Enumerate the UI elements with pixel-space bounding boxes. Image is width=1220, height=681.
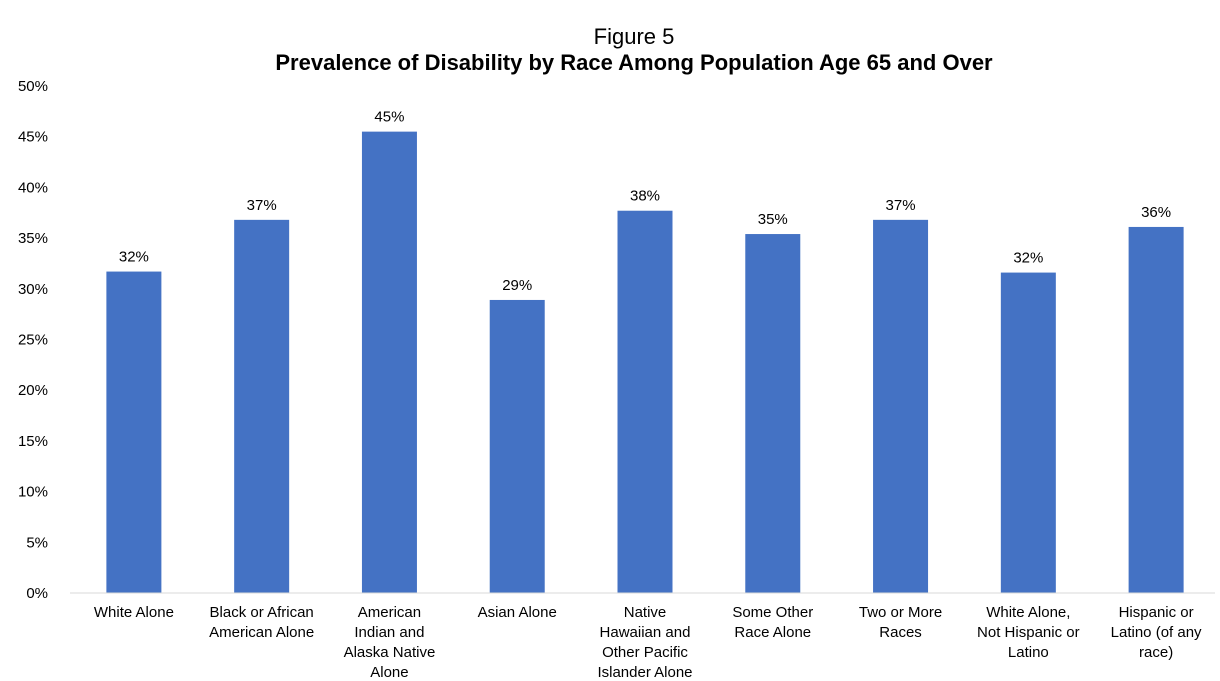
x-tick-label-line: Indian and — [354, 624, 424, 641]
x-tick-label-line: Latino — [1008, 644, 1049, 661]
data-label: 37% — [886, 197, 916, 214]
x-tick-label-line: Latino (of any — [1111, 624, 1202, 641]
x-tick-label: Asian Alone — [478, 604, 557, 621]
x-tick-label-line: Not Hispanic or — [977, 624, 1080, 641]
data-label: 32% — [1013, 250, 1043, 267]
x-tick-label-line: Asian Alone — [478, 604, 557, 621]
bars — [106, 131, 1184, 594]
x-tick-label: White Alone, Not Hispanic or Latino — [977, 604, 1080, 661]
bar — [1128, 226, 1184, 594]
x-tick-label-line: Alaska Native — [344, 644, 436, 661]
chart-title: Prevalence of Disability by Race Among P… — [275, 50, 993, 75]
x-tick-label-line: Alone — [370, 664, 408, 681]
bar — [106, 271, 162, 593]
x-tick-label-line: Other Pacific — [602, 644, 688, 661]
y-axis: 0% 5% 10% 15% 20% 25% 30% 35% 40% 45% 50% — [18, 78, 48, 602]
data-labels: 32% 37% 45% 29% 38% 35% 37% 32% 36% — [119, 109, 1171, 294]
bar — [361, 131, 417, 593]
x-tick-label-line: Two or More — [859, 604, 942, 621]
x-tick-label-line: American — [358, 604, 421, 621]
y-tick-label: 50% — [18, 78, 48, 95]
x-tick-label-line: Islander Alone — [597, 664, 692, 681]
x-tick-label-line: Hispanic or — [1119, 604, 1194, 621]
x-tick-label-line: race) — [1139, 644, 1173, 661]
y-tick-label: 35% — [18, 230, 48, 247]
y-tick-label: 15% — [18, 433, 48, 450]
x-tick-label-line: Hawaiian and — [600, 624, 691, 641]
data-label: 32% — [119, 249, 149, 266]
data-label: 38% — [630, 188, 660, 205]
x-tick-label-line: Some Other — [732, 604, 813, 621]
y-tick-label: 10% — [18, 484, 48, 501]
data-label: 35% — [758, 211, 788, 228]
x-tick-label-line: American Alone — [209, 624, 314, 641]
bar — [873, 219, 929, 593]
x-tick-label-line: Race Alone — [734, 624, 811, 641]
y-tick-label: 40% — [18, 179, 48, 196]
x-axis: White Alone Black or African American Alon… — [94, 604, 1202, 681]
x-tick-label: Native Hawaiian and Other Pacific Islander … — [597, 604, 692, 681]
bar — [1000, 272, 1056, 593]
y-tick-label: 30% — [18, 281, 48, 298]
bar — [745, 234, 801, 593]
chart-figure-number: Figure 5 — [594, 24, 675, 49]
bar — [234, 219, 290, 593]
x-tick-label-line: Black or African — [210, 604, 314, 621]
data-label: 45% — [374, 109, 404, 126]
y-tick-label: 0% — [26, 585, 48, 602]
bar — [617, 210, 673, 594]
y-tick-label: 20% — [18, 382, 48, 399]
x-tick-label-line: Native — [624, 604, 667, 621]
x-tick-label-line: Races — [879, 624, 922, 641]
x-tick-label-line: White Alone, — [986, 604, 1070, 621]
data-label: 37% — [247, 197, 277, 214]
x-tick-label: Two or More Races — [859, 604, 942, 641]
y-tick-label: 5% — [26, 534, 48, 551]
data-label: 36% — [1141, 204, 1171, 221]
x-tick-label: Hispanic or Latino (of any race) — [1111, 604, 1202, 661]
x-tick-label: Black or African American Alone — [209, 604, 314, 641]
y-tick-label: 25% — [18, 332, 48, 349]
x-tick-label: Some Other Race Alone — [732, 604, 813, 641]
x-tick-label-line: White Alone — [94, 604, 174, 621]
bar — [489, 299, 545, 593]
data-label: 29% — [502, 277, 532, 294]
y-tick-label: 45% — [18, 129, 48, 146]
x-tick-label: White Alone — [94, 604, 174, 621]
x-tick-label: American Indian and Alaska Native Alone — [344, 604, 436, 681]
